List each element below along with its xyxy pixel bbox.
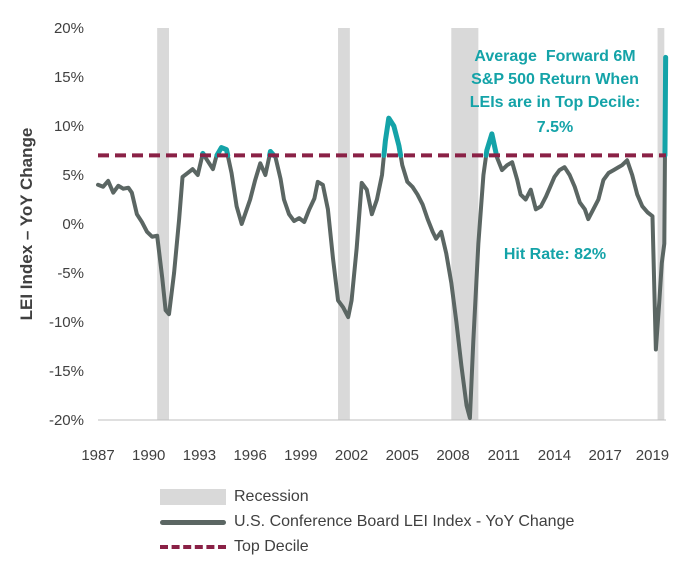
recession-band-1 xyxy=(157,28,169,420)
x-tick-label: 1990 xyxy=(132,447,165,464)
top-decile-highlight-segment xyxy=(662,54,669,158)
recession-band-2 xyxy=(338,28,350,420)
x-tick-label: 2008 xyxy=(436,447,469,464)
y-tick-label: 5% xyxy=(62,167,84,184)
y-tick-labels: 20% 15% 10% 5% 0% -5% -10% -15% -20% xyxy=(49,20,84,429)
y-axis-label: LEI Index – YoY Change xyxy=(17,128,36,321)
legend-label-lei: U.S. Conference Board LEI Index - YoY Ch… xyxy=(234,512,575,530)
y-tick-label: -5% xyxy=(57,265,84,282)
decile-swatch xyxy=(160,539,226,555)
top-decile-highlight-segment xyxy=(214,145,231,158)
x-tick-label: 1993 xyxy=(183,447,216,464)
y-tick-label: 0% xyxy=(62,216,84,233)
x-tick-label: 1987 xyxy=(81,447,114,464)
x-tick-labels: 1987 1990 1993 1996 1999 2002 2005 2008 2011 2014… xyxy=(81,447,669,464)
recession-band-4 xyxy=(657,28,665,420)
recession-bands xyxy=(157,28,665,420)
top-decile-highlight-segment xyxy=(483,131,500,158)
top-decile-highlight-segment xyxy=(381,115,404,158)
annotation-forward-return-line: S&P 500 Return When xyxy=(471,71,639,88)
y-tick-label: 20% xyxy=(54,20,84,37)
x-tick-label: 1996 xyxy=(233,447,266,464)
y-tick-label: -15% xyxy=(49,363,84,380)
chart: 20% 15% 10% 5% 0% -5% -10% -15% -20% 1987 1990 199… xyxy=(17,20,669,464)
y-tick-label: -10% xyxy=(49,314,84,331)
lei-swatch xyxy=(160,514,226,530)
annotation-forward-return-line: 7.5% xyxy=(537,119,573,136)
x-tick-label: 2002 xyxy=(335,447,368,464)
legend-label-recession: Recession xyxy=(234,487,309,505)
legend-label-decile: Top Decile xyxy=(234,537,309,555)
x-tick-label: 2017 xyxy=(588,447,621,464)
x-tick-label: 2019 xyxy=(636,447,669,464)
annotation-forward-return-line: LEIs are in Top Decile: xyxy=(470,94,640,111)
annotations: Average Forward 6M S&P 500 Return When LEI… xyxy=(470,48,640,263)
x-tick-label: 2005 xyxy=(386,447,419,464)
annotation-hit-rate: Hit Rate: 82% xyxy=(504,246,606,263)
x-tick-label: 1999 xyxy=(284,447,317,464)
y-tick-label: -20% xyxy=(49,412,84,429)
legend-item-recession: Recession xyxy=(160,484,574,509)
recession-swatch xyxy=(160,488,226,505)
lei-series xyxy=(96,54,669,421)
y-tick-label: 15% xyxy=(54,69,84,86)
y-tick-label: 10% xyxy=(54,118,84,135)
x-tick-label: 2014 xyxy=(538,447,571,464)
legend-item-lei: U.S. Conference Board LEI Index - YoY Ch… xyxy=(160,509,574,534)
x-tick-label: 2011 xyxy=(488,447,520,464)
legend: Recession U.S. Conference Board LEI Inde… xyxy=(160,484,574,559)
legend-item-decile: Top Decile xyxy=(160,534,574,559)
lei-line xyxy=(96,55,668,421)
annotation-forward-return-line: Average Forward 6M xyxy=(474,48,635,65)
